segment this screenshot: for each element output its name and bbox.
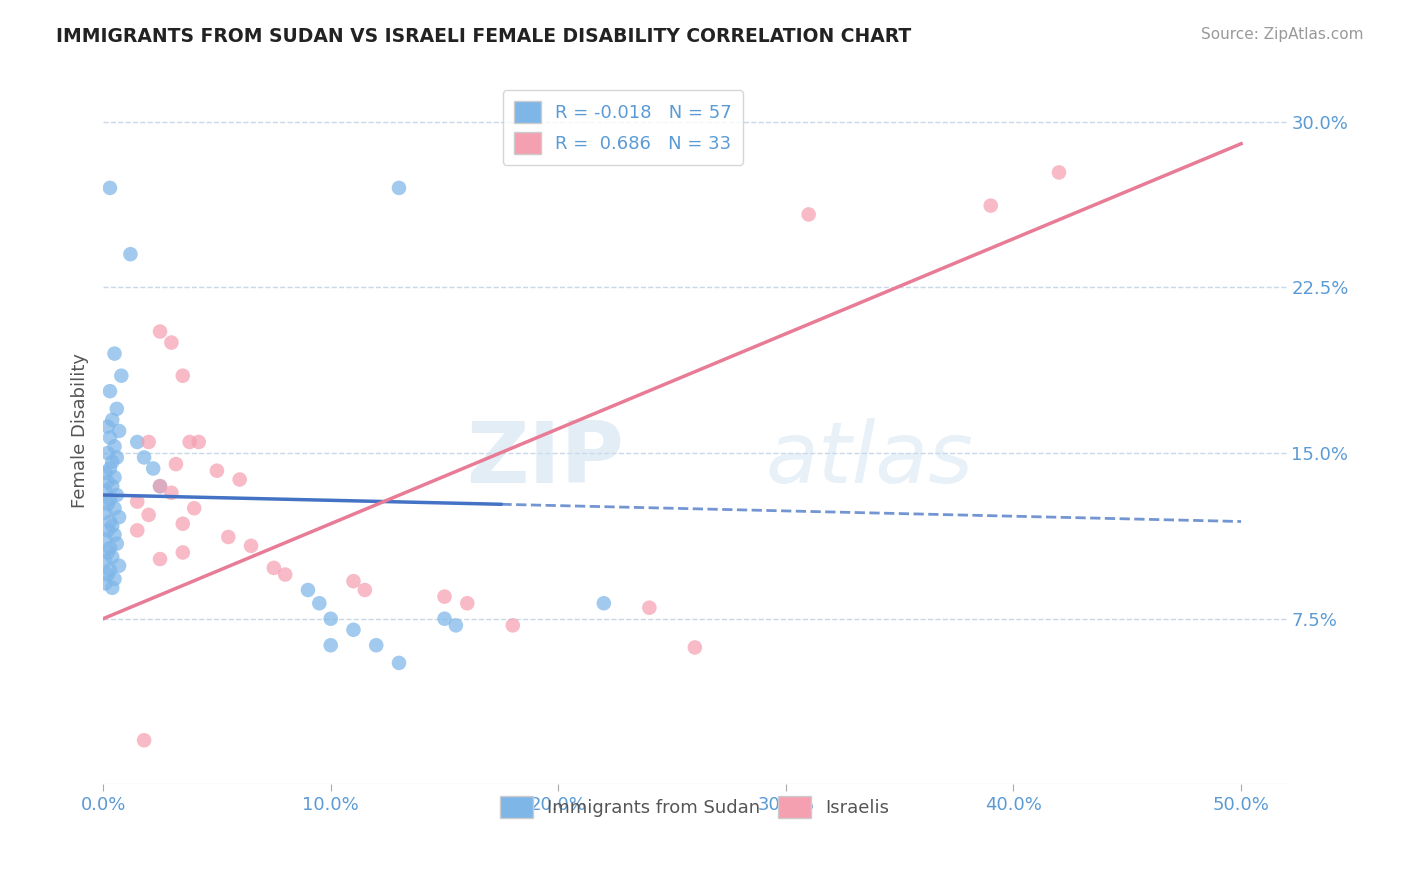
Point [98, 181, 121, 195]
Point [149, 325, 172, 339]
Point [97, 497, 120, 511]
Point [105, 401, 128, 416]
Point [101, 581, 124, 595]
Point [101, 479, 124, 493]
Point [149, 479, 172, 493]
Point [108, 558, 131, 573]
Point [366, 638, 388, 652]
Point [94, 483, 117, 498]
Point [97, 524, 120, 538]
Point [274, 567, 297, 582]
Point [502, 618, 524, 632]
Text: ZIP: ZIP [467, 417, 624, 500]
Point [103, 470, 125, 484]
Point [132, 733, 155, 747]
Point [444, 618, 467, 632]
Point [97, 545, 120, 559]
Point [97, 567, 120, 582]
Point [179, 434, 201, 449]
Point [1047, 165, 1070, 179]
Point [98, 563, 121, 577]
Point [165, 457, 187, 471]
Point [142, 461, 165, 475]
Point [127, 524, 149, 538]
Point [98, 384, 121, 399]
Point [94, 576, 117, 591]
Point [160, 485, 183, 500]
Point [98, 492, 121, 507]
Point [103, 346, 125, 360]
Point [94, 506, 117, 520]
Point [98, 541, 121, 555]
Point [103, 572, 125, 586]
Point [240, 539, 263, 553]
Point [342, 574, 364, 589]
Text: IMMIGRANTS FROM SUDAN VS ISRAELI FEMALE DISABILITY CORRELATION CHART: IMMIGRANTS FROM SUDAN VS ISRAELI FEMALE … [56, 27, 911, 45]
Point [127, 494, 149, 508]
Point [108, 424, 131, 438]
Point [353, 582, 375, 597]
Point [172, 516, 194, 531]
Point [103, 439, 125, 453]
Point [172, 545, 194, 559]
Point [263, 561, 285, 575]
Point [187, 434, 209, 449]
Point [98, 431, 121, 445]
Point [217, 530, 239, 544]
Point [105, 536, 128, 550]
Point [127, 434, 149, 449]
Point [138, 508, 160, 522]
Point [138, 434, 160, 449]
Point [110, 368, 132, 383]
Point [149, 552, 172, 566]
Point [205, 464, 228, 478]
Point [683, 640, 706, 655]
Point [94, 554, 117, 568]
Point [228, 473, 250, 487]
Point [105, 450, 128, 465]
Point [120, 247, 142, 261]
Point [319, 612, 342, 626]
Point [94, 532, 117, 546]
Point [172, 368, 194, 383]
Point [160, 335, 183, 350]
Point [97, 446, 120, 460]
Point [638, 600, 661, 615]
Point [433, 612, 456, 626]
Point [108, 510, 131, 524]
Text: Source: ZipAtlas.com: Source: ZipAtlas.com [1201, 27, 1364, 42]
Point [797, 207, 820, 221]
Point [388, 656, 411, 670]
Point [103, 501, 125, 516]
Point [149, 479, 172, 493]
Point [105, 488, 128, 502]
Point [183, 501, 205, 516]
Point [103, 528, 125, 542]
Point [101, 455, 124, 469]
Point [456, 596, 478, 610]
Text: atlas: atlas [766, 417, 974, 500]
Y-axis label: Female Disability: Female Disability [72, 353, 89, 508]
Point [101, 549, 124, 564]
Legend: Immigrants from Sudan, Israelis: Immigrants from Sudan, Israelis [494, 789, 897, 825]
Point [308, 596, 330, 610]
Point [342, 623, 364, 637]
Point [101, 519, 124, 533]
Point [101, 413, 124, 427]
Point [592, 596, 614, 610]
Point [433, 590, 456, 604]
Point [97, 419, 120, 434]
Point [97, 475, 120, 489]
Point [319, 638, 342, 652]
Point [98, 461, 121, 475]
Point [388, 181, 411, 195]
Point [297, 582, 319, 597]
Point [132, 450, 155, 465]
Point [980, 198, 1002, 212]
Point [94, 466, 117, 480]
Point [98, 515, 121, 529]
